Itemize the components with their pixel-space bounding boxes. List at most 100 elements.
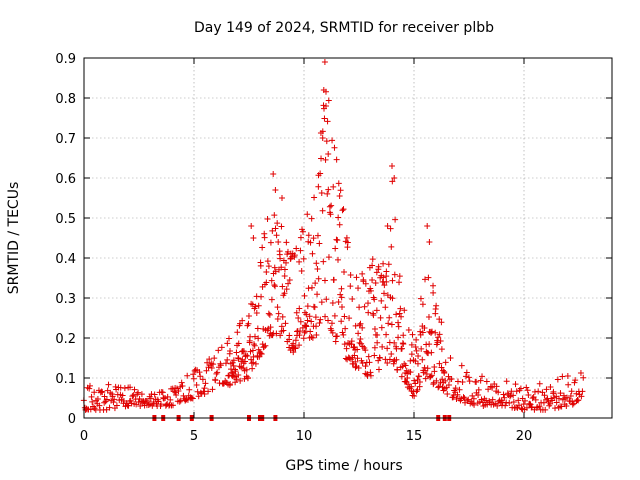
data-point — [285, 280, 292, 287]
data-point — [250, 359, 257, 366]
data-point — [293, 245, 300, 252]
data-point — [283, 239, 290, 246]
data-point — [393, 356, 400, 363]
data-point — [258, 350, 265, 357]
data-point — [563, 394, 570, 401]
data-point — [89, 398, 96, 405]
data-point — [308, 334, 315, 341]
data-point — [296, 258, 303, 265]
data-point — [234, 329, 241, 336]
data-point — [211, 355, 218, 362]
data-point — [412, 358, 419, 365]
data-point — [559, 373, 566, 380]
data-point — [203, 367, 210, 374]
data-point — [416, 378, 423, 385]
data-point — [430, 282, 437, 289]
data-point — [101, 399, 108, 406]
data-point — [317, 170, 324, 177]
data-point — [319, 128, 326, 135]
data-point — [362, 280, 369, 287]
data-point — [386, 314, 393, 321]
data-point — [334, 333, 341, 340]
data-point — [313, 260, 320, 267]
data-point — [279, 283, 286, 290]
data-point — [331, 144, 338, 151]
data-point — [259, 244, 266, 251]
data-point — [282, 320, 289, 327]
data-point — [353, 274, 360, 281]
data-point — [250, 235, 257, 241]
data-point — [283, 286, 290, 293]
data-point — [330, 276, 337, 283]
data-point — [424, 223, 431, 229]
data-point — [373, 269, 380, 276]
data-point — [355, 285, 362, 292]
data-point — [273, 232, 280, 239]
data-point — [272, 187, 279, 193]
data-point — [464, 397, 471, 404]
data-point — [113, 402, 120, 409]
data-point — [316, 320, 323, 327]
data-point — [215, 347, 222, 354]
data-point — [378, 297, 385, 304]
data-point — [478, 396, 485, 403]
data-point — [459, 379, 466, 386]
data-point — [371, 352, 378, 359]
data-point — [125, 402, 132, 409]
data-point — [91, 389, 98, 396]
data-point — [473, 378, 480, 385]
data-point — [404, 375, 411, 382]
data-point — [189, 395, 196, 402]
data-point — [444, 391, 451, 398]
data-point — [118, 396, 125, 403]
data-point — [323, 296, 330, 303]
data-point — [252, 303, 259, 310]
data-point — [356, 339, 363, 346]
data-point — [433, 302, 440, 309]
data-point — [317, 316, 324, 323]
data-point — [396, 279, 403, 286]
data-point — [335, 214, 342, 221]
data-point — [535, 388, 542, 395]
data-point — [327, 211, 334, 218]
data-point — [369, 256, 376, 263]
data-point — [461, 395, 468, 402]
data-point — [441, 369, 448, 376]
data-point — [569, 401, 576, 408]
data-point — [351, 352, 358, 359]
data-point — [572, 377, 579, 384]
data-point — [202, 380, 209, 387]
x-tick-label: 0 — [80, 429, 88, 444]
data-point — [381, 290, 388, 297]
data-point — [456, 386, 463, 393]
data-point — [105, 381, 112, 388]
data-point — [300, 255, 307, 262]
data-point — [338, 304, 345, 311]
data-point — [489, 396, 496, 403]
data-point — [255, 335, 262, 342]
data-point — [245, 312, 252, 319]
data-point — [129, 393, 136, 400]
data-point — [286, 277, 293, 284]
data-point — [188, 394, 195, 401]
data-point — [430, 381, 437, 388]
data-point — [522, 397, 529, 404]
data-point — [269, 227, 276, 234]
data-point — [398, 345, 405, 352]
data-point — [419, 301, 426, 308]
data-point — [367, 369, 374, 376]
data-point — [296, 305, 303, 312]
data-point — [336, 221, 343, 228]
data-point — [329, 137, 336, 144]
data-point — [400, 332, 407, 339]
data-point — [358, 340, 365, 347]
data-point — [389, 277, 396, 284]
data-point — [407, 357, 414, 364]
y-tick-label: 0.1 — [55, 372, 76, 387]
data-point — [176, 398, 183, 405]
data-point — [349, 296, 356, 303]
data-point — [512, 381, 519, 388]
data-point — [334, 237, 341, 244]
data-point — [336, 192, 343, 199]
data-point — [367, 372, 374, 379]
